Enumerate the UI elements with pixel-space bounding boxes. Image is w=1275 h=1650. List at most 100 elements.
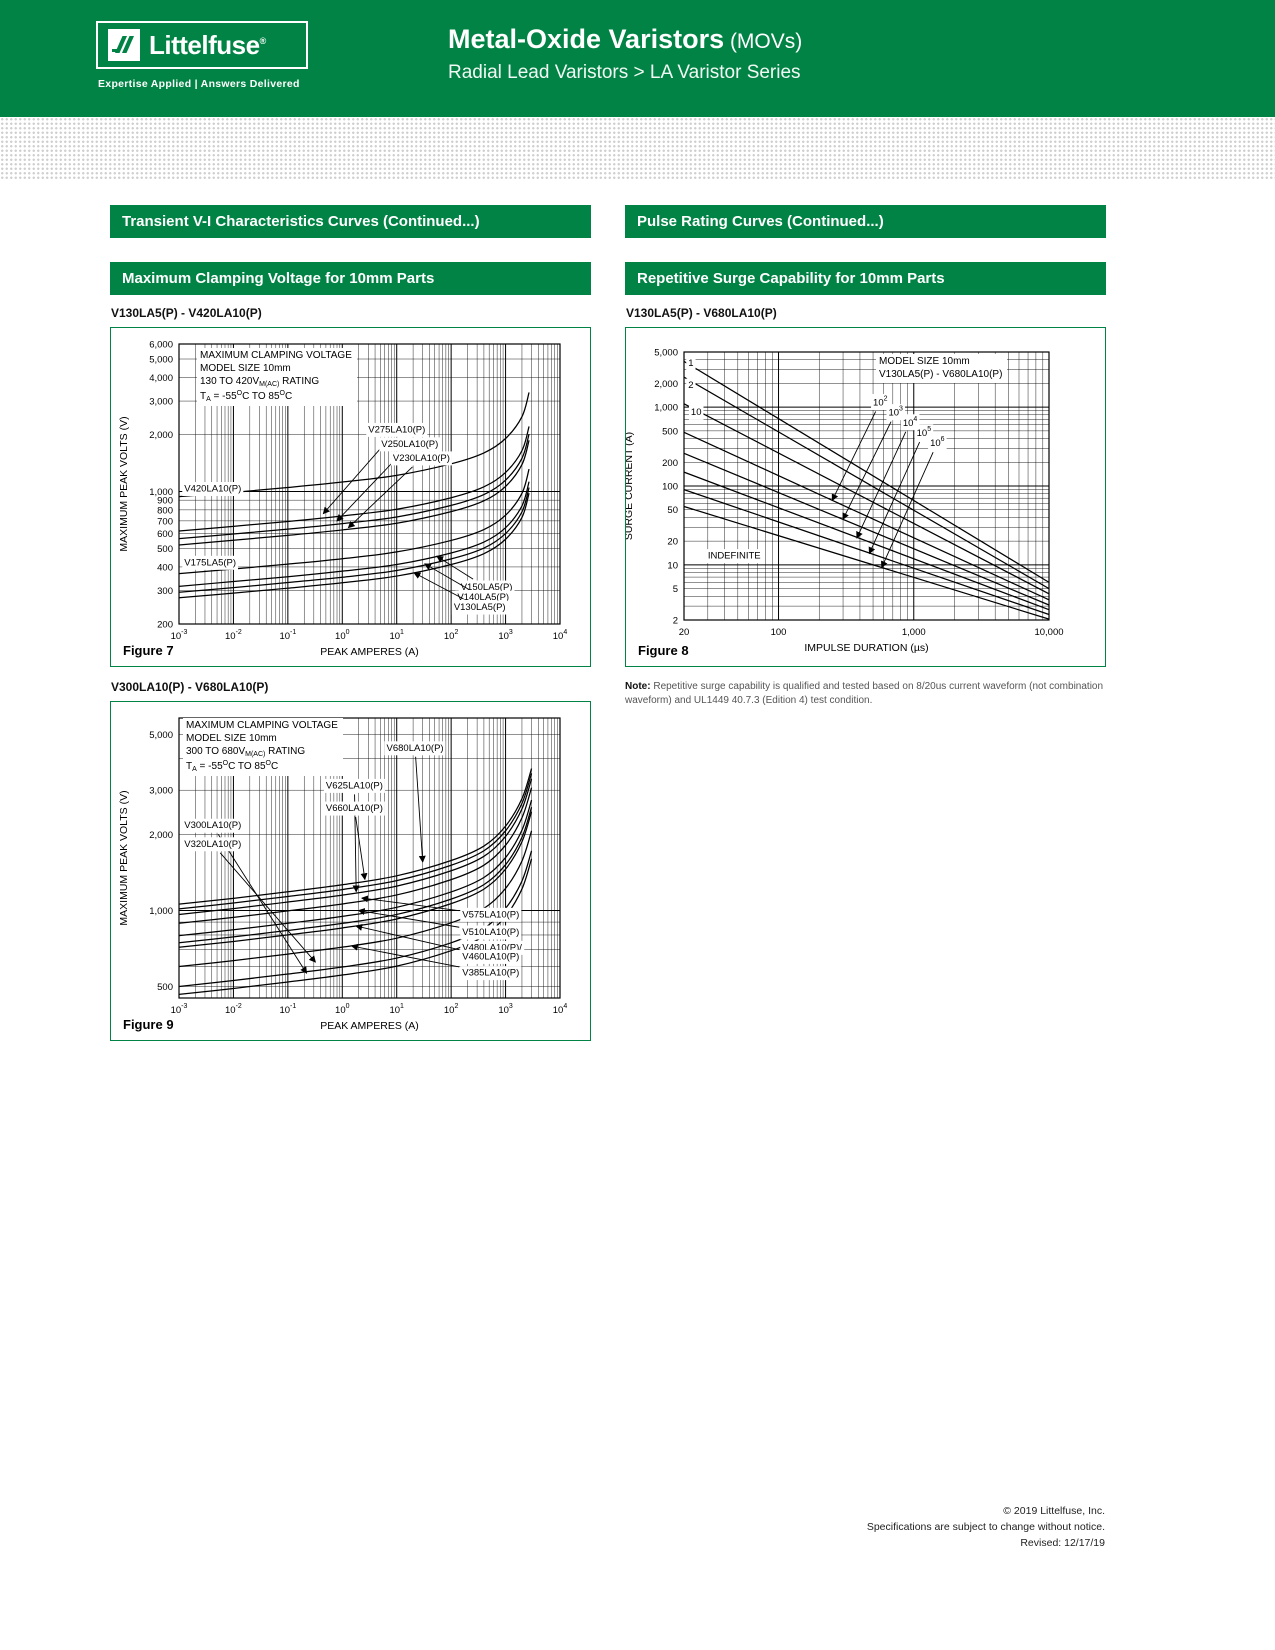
svg-text:10-3: 10-3 bbox=[171, 629, 188, 642]
y-axis-title: SURGE CURRENT (A) bbox=[626, 432, 635, 540]
svg-text:100: 100 bbox=[335, 629, 350, 642]
svg-text:10-1: 10-1 bbox=[279, 629, 296, 642]
curve-V460LA10(P) bbox=[178, 811, 533, 948]
svg-text:V480LA10(P)/: V480LA10(P)/ bbox=[462, 942, 522, 953]
section-header-repetitive-surge: Repetitive Surge Capability for 10mm Par… bbox=[625, 262, 1106, 295]
curve-labels: V680LA10(P) V625LA10(P) V660LA10(P) V300LA1… bbox=[182, 741, 525, 981]
section-header-pulse-rating: Pulse Rating Curves (Continued...) bbox=[625, 205, 1106, 238]
svg-text:500: 500 bbox=[662, 426, 678, 437]
svg-text:106: 106 bbox=[930, 436, 945, 449]
svg-text:V140LA5(P): V140LA5(P) bbox=[457, 592, 509, 603]
svg-text:105: 105 bbox=[917, 426, 932, 439]
section-header-repetitive-surge-label: Repetitive Surge Capability for 10mm Par… bbox=[637, 270, 945, 287]
svg-text:V460LA10(P): V460LA10(P) bbox=[462, 951, 519, 962]
figure7-caption: V130LA5(P) - V420LA10(P) bbox=[111, 306, 262, 320]
svg-text:200: 200 bbox=[157, 620, 173, 631]
figure7-label: Figure 7 bbox=[121, 643, 176, 658]
curve-V480LA10(P) bbox=[178, 806, 533, 944]
x-axis-title: PEAK AMPERES (A) bbox=[320, 1020, 419, 1032]
axis-ticks: 20 100 1,000 10,000 2 5 10 20 50 100 200 500 1,000 2,… bbox=[623, 348, 1064, 655]
svg-text:2,000: 2,000 bbox=[654, 379, 678, 390]
brand-name: Littelfuse® bbox=[149, 30, 267, 60]
curve-V625LA10(P) bbox=[178, 778, 533, 916]
svg-text:V575LA10(P): V575LA10(P) bbox=[462, 909, 519, 920]
footer-revision: Revised: 12/17/19 bbox=[1020, 1536, 1105, 1549]
littelfuse-logo: Littelfuse® bbox=[96, 21, 308, 69]
decorative-dot-band bbox=[0, 117, 1275, 179]
svg-text:103: 103 bbox=[888, 406, 903, 419]
curve-2 bbox=[683, 376, 1050, 590]
figure8-chart: 20 100 1,000 10,000 2 5 10 20 50 100 200 500 1,000 2,… bbox=[623, 328, 1105, 666]
left-column: Transient V-I Characteristics Curves (Co… bbox=[110, 205, 591, 1054]
grid bbox=[683, 351, 1050, 621]
curve-V385LA10(P) bbox=[178, 830, 533, 968]
curve-V575LA10(P) bbox=[178, 787, 533, 924]
svg-text:1,000: 1,000 bbox=[654, 403, 678, 414]
svg-text:V230LA10(P): V230LA10(P) bbox=[393, 453, 450, 464]
svg-text:V130LA5(P): V130LA5(P) bbox=[454, 602, 506, 613]
svg-text:V680LA10(P): V680LA10(P) bbox=[387, 743, 444, 754]
section-header-transient-vi-label: Transient V-I Characteristics Curves (Co… bbox=[122, 213, 480, 230]
section-header-transient-vi: Transient V-I Characteristics Curves (Co… bbox=[110, 205, 591, 238]
svg-text:V150LA5(P): V150LA5(P) bbox=[461, 582, 513, 593]
page-header: Littelfuse® Expertise Applied | Answers … bbox=[0, 0, 1275, 117]
fig7-svg: 10-3 10-2 10-1 100 101 102 103 104 200 300 400 500 6… bbox=[118, 340, 567, 659]
svg-text:104: 104 bbox=[903, 416, 918, 429]
page-title: Metal-Oxide Varistors (MOVs) bbox=[448, 24, 802, 55]
fig8-annotation: MODEL SIZE 10mm V130LA5(P) - V680LA10(P) bbox=[876, 354, 1008, 383]
svg-text:200: 200 bbox=[662, 458, 678, 469]
svg-text:102: 102 bbox=[444, 629, 459, 642]
svg-text:4,000: 4,000 bbox=[149, 373, 173, 384]
svg-text:1,000: 1,000 bbox=[149, 487, 173, 498]
page-title-light: (MOVs) bbox=[724, 30, 803, 53]
svg-text:2,000: 2,000 bbox=[149, 430, 173, 441]
svg-text:900: 900 bbox=[157, 496, 173, 507]
svg-text:700: 700 bbox=[157, 516, 173, 527]
svg-text:50: 50 bbox=[667, 505, 678, 516]
svg-text:500: 500 bbox=[157, 982, 173, 993]
curve-10^5 bbox=[683, 489, 1050, 616]
svg-text:V510LA10(P): V510LA10(P) bbox=[462, 927, 519, 938]
right-column: Pulse Rating Curves (Continued...) Repet… bbox=[623, 205, 1106, 708]
svg-text:101: 101 bbox=[389, 1003, 404, 1016]
svg-text:10-2: 10-2 bbox=[225, 1003, 242, 1016]
fig9-annotation: MAXIMUM CLAMPING VOLTAGE MODEL SIZE 10mm 3… bbox=[183, 718, 343, 777]
svg-text:103: 103 bbox=[498, 629, 513, 642]
svg-text:103: 103 bbox=[498, 1003, 513, 1016]
svg-text:V420LA10(P): V420LA10(P) bbox=[184, 484, 241, 495]
figure8-note: Note: Repetitive surge capability is qua… bbox=[625, 680, 1106, 708]
x-axis-title: IMPULSE DURATION (µs) bbox=[804, 642, 928, 654]
svg-text:V175LA5(P): V175LA5(P) bbox=[184, 557, 236, 568]
svg-text:3,000: 3,000 bbox=[149, 786, 173, 797]
axis-ticks: 10-3 10-2 10-1 100 101 102 103 104 500 1,000 2,000… bbox=[118, 730, 567, 1032]
registered-mark: ® bbox=[259, 36, 267, 46]
figure7-box: 10-3 10-2 10-1 100 101 102 103 104 200 300 400 500 6… bbox=[110, 327, 591, 667]
svg-text:300: 300 bbox=[157, 586, 173, 597]
page-footer: © 2019 Littelfuse, Inc. Specifications a… bbox=[867, 1504, 1105, 1551]
curve-V300LA10(P) bbox=[178, 858, 533, 996]
section-header-max-clamping: Maximum Clamping Voltage for 10mm Parts bbox=[110, 262, 591, 295]
curve-labels: V275LA10(P) V250LA10(P) V230LA10(P) V420LA1… bbox=[182, 422, 515, 615]
note-label: Note: bbox=[625, 681, 651, 692]
header-titles: Metal-Oxide Varistors (MOVs) Radial Lead… bbox=[448, 24, 802, 84]
svg-text:5,000: 5,000 bbox=[654, 348, 678, 359]
svg-text:V385LA10(P): V385LA10(P) bbox=[462, 968, 519, 979]
curve-V250LA10(P) bbox=[178, 433, 530, 540]
y-axis-title: MAXIMUM PEAK VOLTS (V) bbox=[118, 790, 130, 925]
svg-text:800: 800 bbox=[157, 505, 173, 516]
svg-text:100: 100 bbox=[662, 482, 678, 493]
svg-text:3,000: 3,000 bbox=[149, 397, 173, 408]
svg-text:20: 20 bbox=[679, 627, 690, 638]
series bbox=[178, 392, 530, 599]
svg-text:100: 100 bbox=[335, 1003, 350, 1016]
svg-text:101: 101 bbox=[389, 629, 404, 642]
plot-border bbox=[683, 351, 1050, 621]
curve-10^6 bbox=[683, 505, 1050, 620]
section-header-pulse-rating-label: Pulse Rating Curves (Continued...) bbox=[637, 213, 884, 230]
svg-text:10-2: 10-2 bbox=[225, 629, 242, 642]
fig8-svg: 20 100 1,000 10,000 2 5 10 20 50 100 200 500 1,000 2,… bbox=[623, 348, 1064, 655]
x-axis-title: PEAK AMPERES (A) bbox=[320, 646, 419, 658]
curve-V175LA5(P) bbox=[178, 468, 530, 575]
section-header-max-clamping-label: Maximum Clamping Voltage for 10mm Parts bbox=[122, 270, 435, 287]
